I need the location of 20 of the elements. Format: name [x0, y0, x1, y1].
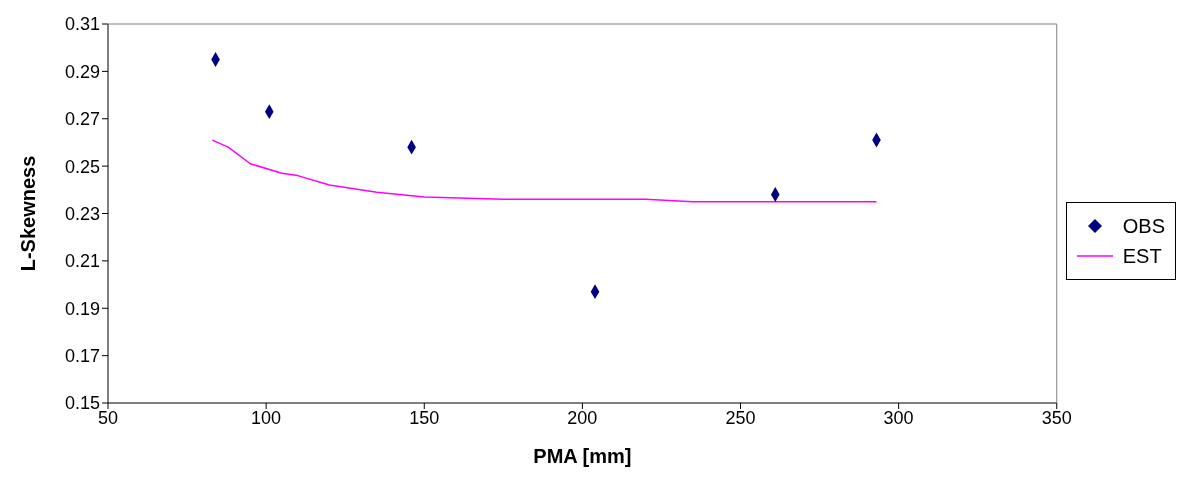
y-tick-label: 0.21: [64, 251, 100, 272]
x-tick-label: 200: [567, 407, 598, 428]
line-series: [211, 139, 878, 203]
legend-label: EST: [1122, 243, 1162, 269]
x-tick-label: 300: [883, 407, 914, 428]
x-tick-label: 250: [725, 407, 756, 428]
y-tick-label: 0.19: [64, 298, 100, 319]
x-axis-title: PMA [mm]: [533, 445, 632, 467]
legend-label: OBS: [1122, 213, 1165, 239]
x-tick-label: 150: [409, 407, 440, 428]
y-tick-label: 0.31: [64, 14, 100, 35]
y-tick-label: 0.23: [64, 203, 100, 224]
x-tick-label: 350: [1041, 407, 1072, 428]
y-tick-label: 0.15: [64, 393, 100, 414]
y-tick-label: 0.27: [64, 109, 100, 130]
y-tick-label: 0.29: [64, 61, 100, 82]
x-tick-label: 100: [251, 407, 282, 428]
y-tick-label: 0.25: [64, 156, 100, 177]
y-tick-label: 0.17: [64, 346, 100, 367]
y-axis-title: L-Skewness: [17, 155, 40, 272]
